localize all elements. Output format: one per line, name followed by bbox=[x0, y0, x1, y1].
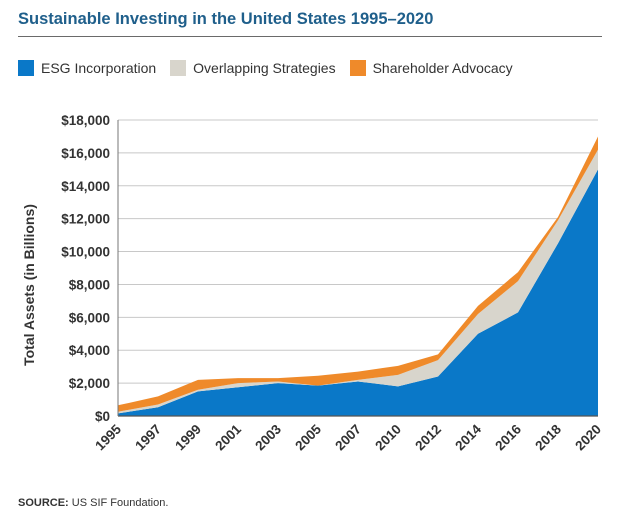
legend-label-advocacy: Shareholder Advocacy bbox=[372, 60, 513, 76]
x-tick-label: 2010 bbox=[372, 422, 404, 454]
source-note: SOURCE: US SIF Foundation. bbox=[18, 497, 168, 509]
x-tick-label: 2003 bbox=[252, 421, 284, 453]
x-tick-label: 2007 bbox=[332, 422, 364, 454]
chart-title: Sustainable Investing in the United Stat… bbox=[18, 10, 434, 28]
x-tick-label: 2020 bbox=[572, 422, 604, 454]
x-tick-label: 2016 bbox=[492, 421, 524, 453]
y-tick-label: $14,000 bbox=[61, 179, 110, 194]
y-tick-label: $16,000 bbox=[61, 146, 110, 161]
x-tick-label: 2012 bbox=[412, 422, 444, 454]
legend: ESG Incorporation Overlapping Strategies… bbox=[18, 58, 527, 78]
y-tick-label: $8,000 bbox=[69, 277, 110, 292]
y-tick-label: $18,000 bbox=[61, 113, 110, 128]
y-tick-label: $12,000 bbox=[61, 212, 110, 227]
area-series bbox=[118, 136, 598, 416]
legend-item-esg: ESG Incorporation bbox=[18, 60, 156, 76]
x-tick-label: 1997 bbox=[132, 422, 164, 454]
y-tick-label: $10,000 bbox=[61, 245, 110, 260]
title-divider bbox=[18, 36, 602, 37]
area-esg-incorporation bbox=[118, 169, 598, 416]
x-tick-label: 2018 bbox=[532, 421, 564, 453]
legend-swatch-advocacy bbox=[349, 60, 366, 76]
legend-label-overlapping: Overlapping Strategies bbox=[193, 60, 336, 76]
y-tick-label: $2,000 bbox=[69, 376, 110, 391]
legend-item-overlapping: Overlapping Strategies bbox=[170, 60, 336, 76]
source-text: US SIF Foundation. bbox=[71, 497, 169, 509]
legend-swatch-esg bbox=[18, 60, 34, 76]
y-tick-labels: $0 $2,000 $4,000 $6,000 $8,000 $10,000 $12,000… bbox=[61, 113, 110, 424]
source-label: SOURCE: bbox=[18, 497, 69, 509]
y-tick-label: $0 bbox=[95, 409, 110, 424]
x-tick-label: 1999 bbox=[172, 422, 204, 454]
axes bbox=[117, 120, 598, 417]
y-axis-label: Total Assets (in Billions) bbox=[21, 204, 37, 366]
legend-label-esg: ESG Incorporation bbox=[41, 60, 157, 76]
y-tick-label: $6,000 bbox=[69, 310, 110, 325]
legend-swatch-overlapping bbox=[170, 60, 187, 76]
x-tick-label: 1995 bbox=[92, 421, 124, 453]
x-tick-label: 2005 bbox=[292, 421, 324, 453]
x-tick-label: 2014 bbox=[452, 421, 484, 453]
legend-item-advocacy: Shareholder Advocacy bbox=[349, 60, 513, 76]
y-tick-label: $4,000 bbox=[69, 343, 110, 358]
x-tick-labels: 1995 1997 1999 2001 2003 2005 2007 2010 2012 2014… bbox=[92, 421, 604, 453]
x-tick-label: 2001 bbox=[212, 421, 244, 453]
